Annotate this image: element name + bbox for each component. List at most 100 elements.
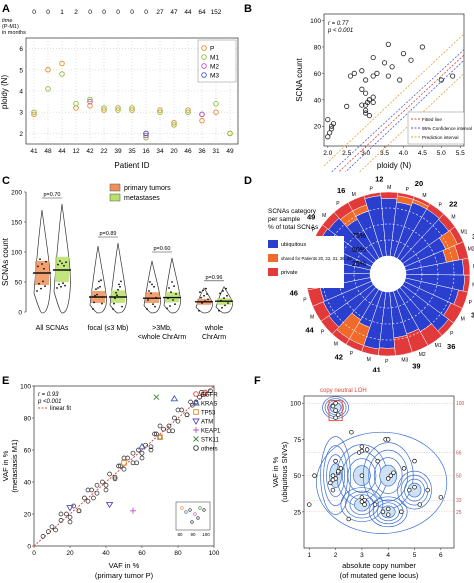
data-point — [366, 113, 373, 119]
data-point — [38, 282, 40, 285]
kras-marker — [138, 442, 146, 450]
y-tick-label: 40 — [24, 480, 32, 487]
data-point — [95, 288, 97, 291]
month-label: 64 — [198, 9, 206, 16]
legend-label: STK11 — [201, 438, 220, 444]
sample-label: M — [334, 342, 338, 348]
data-point — [150, 292, 152, 295]
inset-point — [196, 516, 200, 520]
legend-label: ubiquitous — [281, 242, 306, 248]
prediction-lower — [358, 73, 465, 172]
data-point — [101, 302, 103, 305]
x-tick-label: 4.0 — [399, 150, 408, 157]
data-point — [39, 258, 41, 261]
legend-marker — [192, 399, 200, 406]
data-point-m1 — [157, 109, 163, 115]
data-point — [36, 290, 38, 292]
pvalue-label: p=0.96 — [206, 275, 223, 281]
data-point — [363, 102, 369, 108]
data-point — [172, 415, 177, 421]
data-point — [349, 429, 354, 435]
r-value: r = 0.77 — [328, 21, 349, 27]
legend-label: M1 — [210, 55, 219, 62]
data-point — [325, 117, 331, 123]
x-tick-label: 4 — [386, 552, 390, 559]
data-point — [148, 447, 154, 453]
data-point — [335, 469, 341, 474]
data-point — [330, 473, 336, 478]
sample-label: M — [422, 193, 426, 199]
data-point — [85, 498, 91, 504]
sample-label: P — [312, 227, 316, 233]
data-point — [401, 466, 407, 471]
sample-label: P — [303, 298, 307, 304]
sample-label: M2 — [419, 352, 426, 358]
data-point-m1 — [59, 71, 65, 77]
p-value: p <0.001 — [37, 399, 62, 405]
data-point — [89, 487, 94, 493]
pvalue-label: p=0.89 — [100, 231, 117, 237]
x-tick-label: 42 — [86, 148, 94, 155]
patient-label: 36 — [447, 342, 455, 351]
legend-label: P — [210, 46, 214, 53]
x-tick-label: 5.0 — [437, 150, 446, 157]
month-label: 27 — [156, 9, 164, 16]
data-point — [330, 487, 336, 493]
data-point — [333, 408, 338, 413]
data-point — [67, 514, 73, 520]
sample-label: M — [387, 185, 391, 191]
right-tick-label: 25 — [456, 510, 462, 516]
data-point-p — [185, 107, 191, 113]
data-point — [171, 281, 173, 283]
legend-marker — [193, 436, 199, 442]
data-point — [121, 466, 127, 472]
data-point — [385, 73, 391, 79]
y-tick-label: 5 — [19, 67, 23, 74]
sample-label: M — [367, 357, 371, 363]
sample-label: M — [461, 317, 465, 323]
density-contour — [368, 449, 409, 502]
density-contour — [373, 457, 403, 494]
legend-marker — [193, 391, 199, 397]
sample-label: M — [352, 192, 356, 198]
data-point — [400, 50, 407, 57]
data-point-m1 — [31, 109, 37, 115]
legend-marker — [201, 63, 207, 69]
data-point — [97, 287, 99, 289]
legend-marker — [201, 54, 207, 60]
legend-label: KEAP1 — [201, 429, 221, 435]
data-point — [412, 484, 417, 490]
data-point-m1 — [171, 122, 177, 128]
month-label: 152 — [211, 9, 222, 16]
sample-label: P — [473, 264, 474, 270]
data-point — [333, 415, 338, 420]
legend-marker — [193, 427, 199, 433]
y-tick-label: 100 — [11, 250, 22, 257]
inset-point — [193, 512, 197, 516]
data-point — [333, 400, 338, 406]
data-point — [208, 388, 213, 394]
panel-b-letter: B — [244, 3, 252, 15]
legend-label: others — [201, 447, 218, 453]
data-point — [359, 448, 365, 454]
inset-point — [198, 506, 202, 510]
right-tick-label: 50 — [456, 474, 462, 480]
data-point — [221, 306, 223, 309]
y-tick-label: 0 — [27, 544, 31, 551]
x-tick-label: 80 — [174, 550, 182, 557]
data-point — [161, 426, 166, 432]
data-point — [94, 294, 96, 297]
d-title-line2: per sample — [268, 216, 301, 223]
x-tick-label: 3.0 — [361, 150, 370, 157]
data-point — [130, 460, 136, 466]
sample-label: P — [385, 359, 389, 365]
data-point — [391, 470, 396, 475]
group-label: All SCNAs — [36, 325, 69, 332]
data-point — [100, 279, 102, 282]
data-point — [41, 263, 43, 265]
data-point — [40, 534, 46, 539]
y-tick-label: 100 — [290, 401, 301, 408]
data-point — [166, 423, 172, 429]
patient-label: 44 — [305, 325, 314, 334]
panel-e-letter: E — [2, 375, 9, 387]
